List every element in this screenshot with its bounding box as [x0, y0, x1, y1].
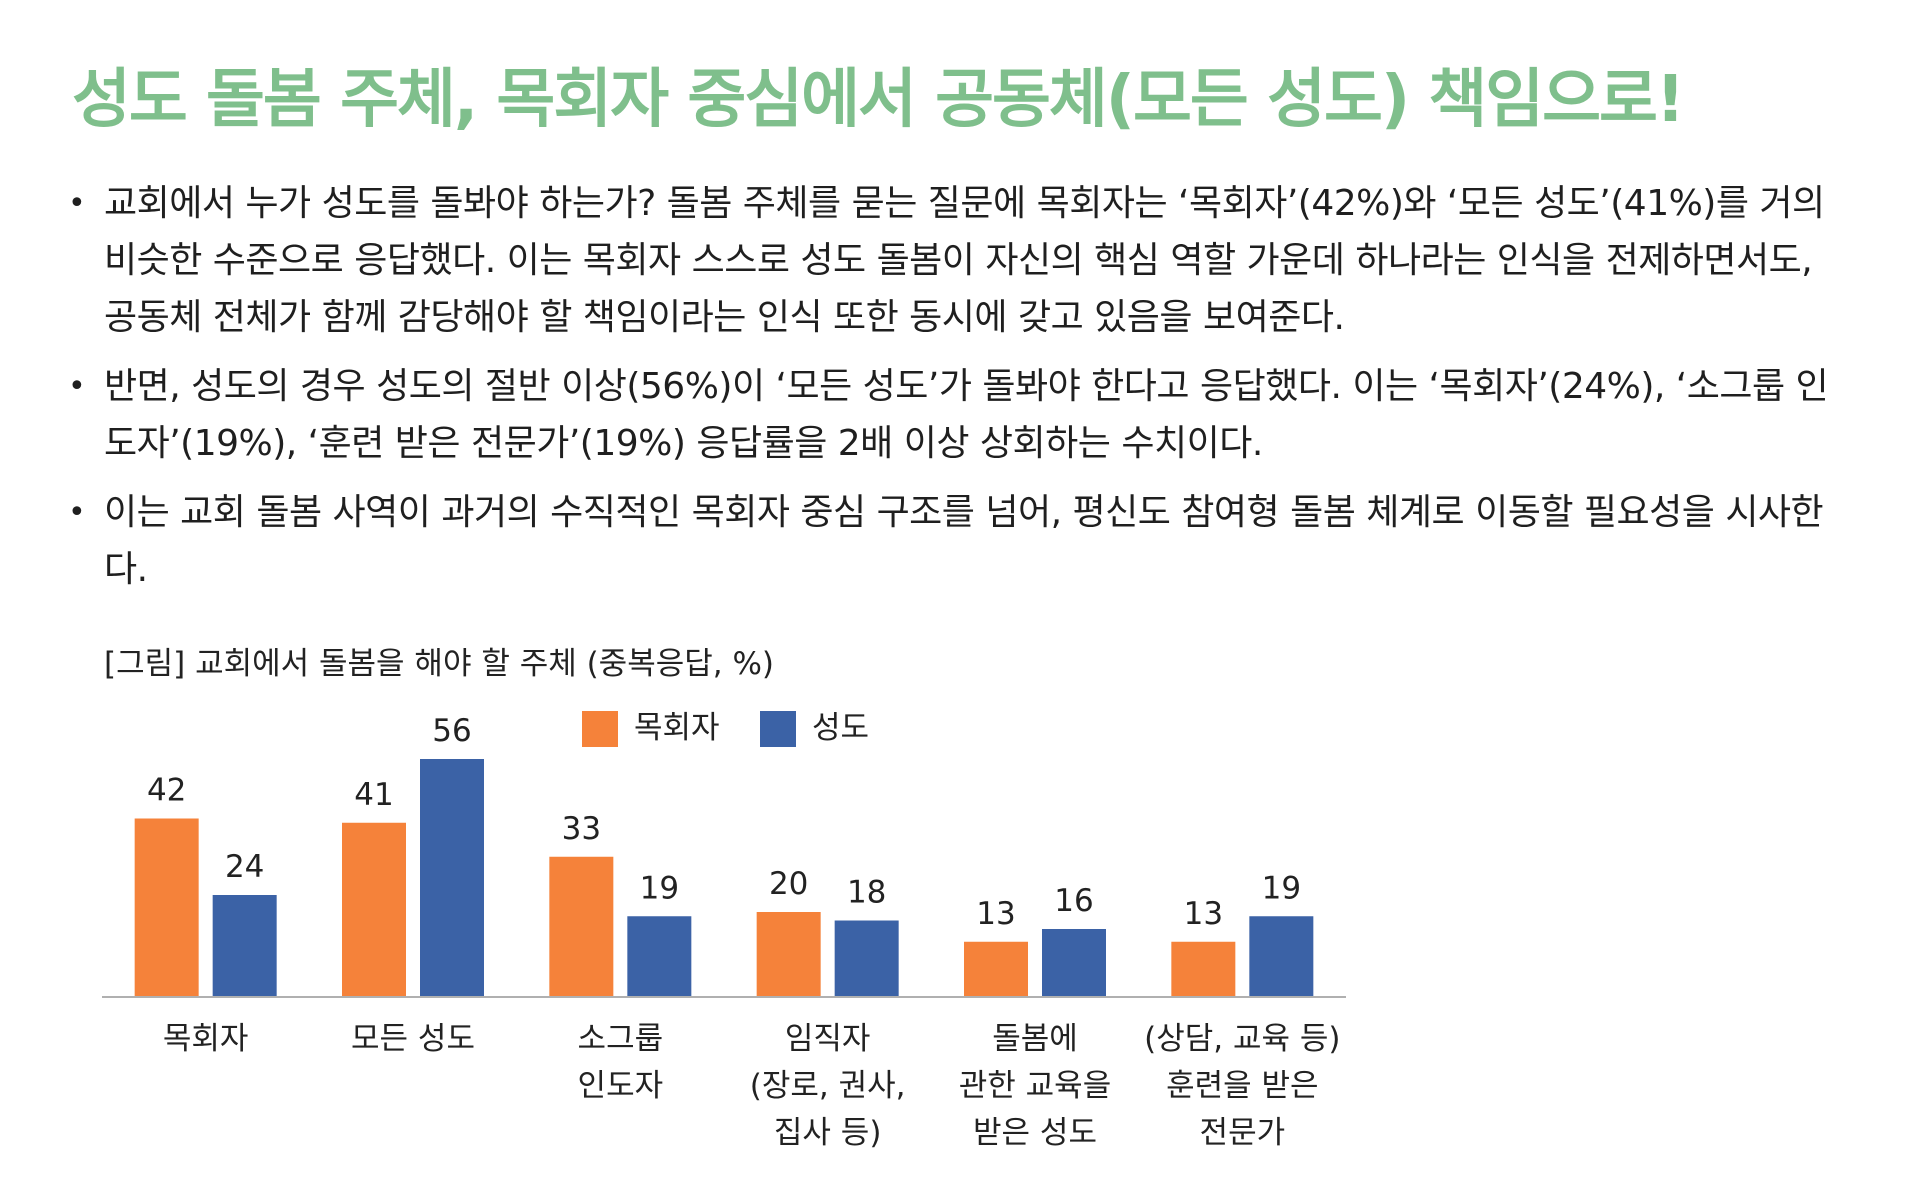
bullet-dot: • [68, 495, 86, 530]
bullet-text: 교회에서 누가 성도를 돌봐야 하는가? 돌봄 주체를 묻는 질문에 목회자는 … [104, 183, 1825, 338]
data-label: 13 [976, 896, 1015, 932]
legend-swatch [760, 711, 796, 747]
legend-label: 목회자 [634, 710, 720, 746]
bullet-dot: • [68, 369, 86, 404]
data-label: 20 [769, 866, 808, 902]
category-label: 전문가 [1200, 1115, 1286, 1151]
bar [420, 759, 484, 997]
data-label: 33 [562, 811, 601, 847]
category-label: 임직자 [785, 1021, 871, 1057]
category-label: (장로, 권사, [750, 1068, 906, 1104]
data-label: 56 [432, 713, 471, 749]
bar [1249, 916, 1314, 997]
bar [549, 856, 614, 997]
bullet-item: • 이는 교회 돌봄 사역이 과거의 수직적인 목회자 중심 구조를 넘어, 평신… [64, 484, 1844, 598]
data-label: 13 [1184, 896, 1223, 932]
category-label: 받은 성도 [973, 1115, 1097, 1151]
data-label: 24 [225, 849, 264, 885]
data-label: 19 [1262, 870, 1301, 906]
data-label: 18 [847, 875, 886, 911]
category-label: 돌봄에 [992, 1021, 1078, 1057]
bullet-item: • 교회에서 누가 성도를 돌봐야 하는가? 돌봄 주체를 묻는 질문에 목회자는… [64, 175, 1844, 346]
category-label: 집사 등) [774, 1115, 882, 1151]
bullet-dot: • [68, 186, 86, 221]
category-label: 목회자 [163, 1021, 249, 1057]
data-label: 16 [1054, 883, 1093, 919]
category-label: 관한 교육을 [959, 1068, 1111, 1104]
category-label: 소그룹 [578, 1021, 664, 1057]
bullet-text: 반면, 성도의 경우 성도의 절반 이상(56%)이 ‘모든 성도’가 돌봐야 … [104, 366, 1829, 464]
category-label: (상담, 교육 등) [1144, 1021, 1340, 1057]
data-label: 42 [147, 773, 186, 809]
bar [756, 912, 821, 997]
bullet-item: • 반면, 성도의 경우 성도의 절반 이상(56%)이 ‘모든 성도’가 돌봐야… [64, 358, 1844, 472]
bar [134, 818, 199, 997]
bar [1042, 929, 1106, 997]
category-label: 인도자 [578, 1068, 664, 1104]
bar [1171, 941, 1236, 997]
bar [342, 822, 406, 997]
legend-swatch [582, 711, 618, 747]
chart-caption: [그림] 교회에서 돌봄을 해야 할 주체 (중복응답, %) [104, 646, 775, 682]
legend-label: 성도 [812, 710, 869, 746]
bar [964, 941, 1028, 997]
bar [212, 895, 277, 997]
page-title: 성도 돌봄 주체, 목회자 중심에서 공동체(모든 성도) 책임으로! [72, 63, 1685, 137]
category-label: 모든 성도 [351, 1021, 475, 1057]
bar [834, 920, 899, 997]
bar [627, 916, 692, 997]
bullet-list: • 교회에서 누가 성도를 돌봐야 하는가? 돌봄 주체를 묻는 질문에 목회자는… [64, 175, 1844, 610]
bullet-text: 이는 교회 돌봄 사역이 과거의 수직적인 목회자 중심 구조를 넘어, 평신도… [104, 492, 1824, 590]
data-label: 19 [640, 870, 679, 906]
category-label: 훈련을 받은 [1166, 1068, 1318, 1104]
data-label: 41 [354, 777, 393, 813]
